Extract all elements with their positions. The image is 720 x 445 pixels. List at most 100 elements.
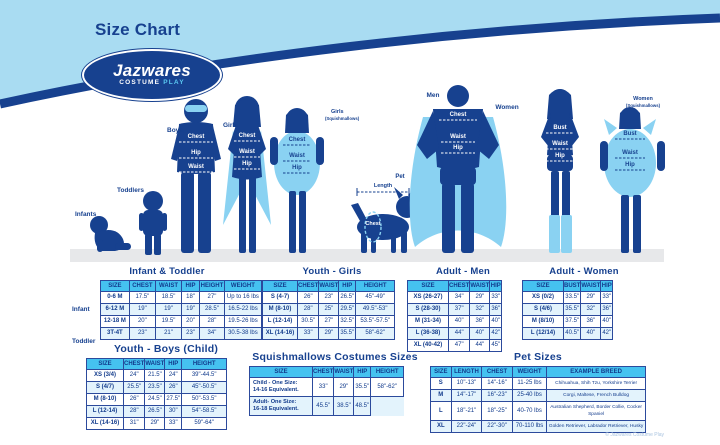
value-cell: 40" xyxy=(489,315,503,328)
table-row: M (8-10) 28" 25" 29.5" 49.5"-53" xyxy=(262,303,396,316)
value-cell: 47" xyxy=(447,339,471,352)
value-cell: 26" xyxy=(164,381,183,394)
men-label: Men xyxy=(427,92,440,99)
value-cell: 22"-30" xyxy=(481,420,513,433)
table-row: Adult- One Size: 16-18 Equivalent. 45.5" 3… xyxy=(249,396,404,416)
table-row: XL 22"-24" 22"-30" 70-110 lbs Golden Retriev… xyxy=(430,420,646,433)
table-row: 6-12 M 19" 19" 19" 28.5" 16.5-22 lbs xyxy=(100,303,263,316)
value-cell: 26.5" xyxy=(338,291,357,304)
value-cell: 29" xyxy=(144,417,166,430)
table-row: M (8-10) 26" 24.5" 27.5" 50"-53.5" xyxy=(86,393,228,406)
logo-subtext: COSTUME PLAY xyxy=(119,79,184,87)
table-row: 0-6 M 17.5" 18.5" 18" 27" Up to 16 lbs xyxy=(100,291,263,304)
table-row: XL (14-16) 33" 29" 35.5" 58"-62" xyxy=(262,327,396,340)
value-cell: 24" xyxy=(164,369,183,382)
table-row: S (4-7) 26" 23" 26.5" 45"-49" xyxy=(262,291,396,304)
table-title: Adult - Men xyxy=(436,266,490,277)
page-title: Size Chart xyxy=(95,20,181,39)
squish-woman-hip-label: Hip xyxy=(625,162,635,168)
column-header: WAIST xyxy=(318,280,340,292)
value-cell: Up to 16 lbs xyxy=(223,291,263,304)
squishmallow-costume-body xyxy=(274,131,320,195)
value-cell: 21" xyxy=(154,327,183,340)
women-squishmallows-label: Women xyxy=(633,96,653,102)
women-label: Women xyxy=(495,104,518,111)
value-cell: 32" xyxy=(580,303,602,316)
value-cell: 33" xyxy=(164,417,183,430)
boot-left xyxy=(549,215,560,253)
value-cell: 48.5" xyxy=(353,396,372,416)
value-cell: 30.5-38 lbs xyxy=(223,327,263,340)
size-cell: XL (14-16) xyxy=(262,327,298,340)
column-header: HEIGHT xyxy=(355,280,396,292)
size-table: SIZE CHEST WAIST HIP HEIGHT WEIGHT 0-6 M 17.5" 1… xyxy=(100,280,263,340)
squishmallows-section: Squishmallows Costumes Sizes SIZE CHEST WA… xyxy=(249,351,421,416)
table-row: XL (40-42) 47" 44" 45" xyxy=(407,339,503,352)
size-cell: XL (14-16) xyxy=(86,417,124,430)
value-cell: 45"-49" xyxy=(355,291,396,304)
value-cell: 25.5" xyxy=(122,381,146,394)
table-title: Youth - Boys (Child) xyxy=(113,343,219,355)
size-cell: XS (26-27) xyxy=(407,291,449,304)
column-header: CHEST xyxy=(296,280,320,292)
value-cell: 27" xyxy=(199,291,225,304)
value-cell: 37.5" xyxy=(562,315,582,328)
value-cell: 45.5" xyxy=(311,396,335,416)
table-row: XS (0/2) 33.5" 29" 33" xyxy=(522,291,614,304)
pet-chest-measure-ring xyxy=(364,211,382,243)
table-title: Squishmallows Costumes Sizes xyxy=(252,351,418,363)
column-header: HIP xyxy=(489,280,503,292)
column-header: SIZE xyxy=(262,280,298,292)
value-cell: 14"-16" xyxy=(481,377,513,390)
size-cell: 0-6 M xyxy=(100,291,130,304)
value-cell: 31" xyxy=(122,417,146,430)
woman-squishmallow-silhouette: Bust Waist Hip xyxy=(600,107,665,253)
value-cell: 59"-64" xyxy=(181,417,228,430)
mask-icon xyxy=(185,105,207,112)
column-header: SIZE xyxy=(86,358,124,370)
value-cell: 30" xyxy=(164,405,183,418)
size-cell: S (4/7) xyxy=(86,381,124,394)
value-cell: 23" xyxy=(128,327,156,340)
value-cell: 35.5" xyxy=(562,303,582,316)
value-cell: 32.5" xyxy=(338,315,357,328)
size-cell: M (8/10) xyxy=(522,315,564,328)
table-row: 12-18 M 20" 19.5" 20" 28" 19.5-26 lbs xyxy=(100,315,263,328)
value-cell: 18"-25" xyxy=(481,401,513,421)
value-cell: 29" xyxy=(333,377,355,397)
table-row: L (12/14) 40.5" 40" 42" xyxy=(522,327,614,340)
value-cell: 36" xyxy=(600,303,614,316)
size-table: SIZE CHEST WAIST HIP HEIGHT Child - One Size:… xyxy=(249,366,405,416)
size-cell: Adult- One Size: 16-18 Equivalent. xyxy=(249,396,313,416)
boy-silhouette: Chest Hip Waist xyxy=(171,99,221,253)
table-row: S (4/7) 25.5" 23.5" 26" 45"-50.5" xyxy=(86,381,228,394)
group-label-infant: Infant xyxy=(72,306,90,313)
size-table: SIZE BUST WAIST HIP XS (0/2) 33.5" 29" 33" S (4/… xyxy=(522,280,614,340)
table-row: XS (3/4) 24" 21.5" 24" 39"-44.5" xyxy=(86,369,228,382)
value-cell: Corgi, Maltese, French Bulldog xyxy=(546,389,646,402)
value-cell: 28" xyxy=(296,303,320,316)
column-header: LENGTH xyxy=(450,366,483,378)
squish-girl-chest-label: Chest xyxy=(289,137,306,143)
girl-squishmallow-silhouette: Chest Waist Hip xyxy=(270,108,324,253)
value-cell xyxy=(370,396,404,416)
table-row: 3T-4T 23" 21" 23" 34" 30.5-38 lbs xyxy=(100,327,263,340)
women-squishmallows-sublabel: (Squishmallows) xyxy=(626,103,661,108)
size-table: SIZE LENGTH CHEST WEIGHT EXAMPLE BREED S 10"-1… xyxy=(430,366,646,433)
column-header: CHEST xyxy=(122,358,146,370)
table-row: L (12-14) 30.5" 27" 32.5" 53.5"-57.5" xyxy=(262,315,396,328)
woman-waist-label: Waist xyxy=(552,141,568,147)
squishmallow-costume-body xyxy=(604,129,656,197)
value-cell: 34" xyxy=(199,327,225,340)
girls-squishmallows-label: Girls xyxy=(331,109,344,115)
size-cell: XL xyxy=(430,420,452,433)
value-cell: 49.5"-53" xyxy=(355,303,396,316)
value-cell: 21.5" xyxy=(144,369,166,382)
size-cell: L (36-38) xyxy=(407,327,449,340)
pet-sizes-section: Pet Sizes SIZE LENGTH CHEST WEIGHT EXAMPLE B… xyxy=(430,351,646,433)
man-silhouette: Chest Waist Hip xyxy=(409,85,507,253)
value-cell: 40" xyxy=(600,315,614,328)
value-cell: 30.5" xyxy=(296,315,320,328)
table-row: S (28-30) 37" 32" 36" xyxy=(407,303,503,316)
column-header: WEIGHT xyxy=(223,280,263,292)
